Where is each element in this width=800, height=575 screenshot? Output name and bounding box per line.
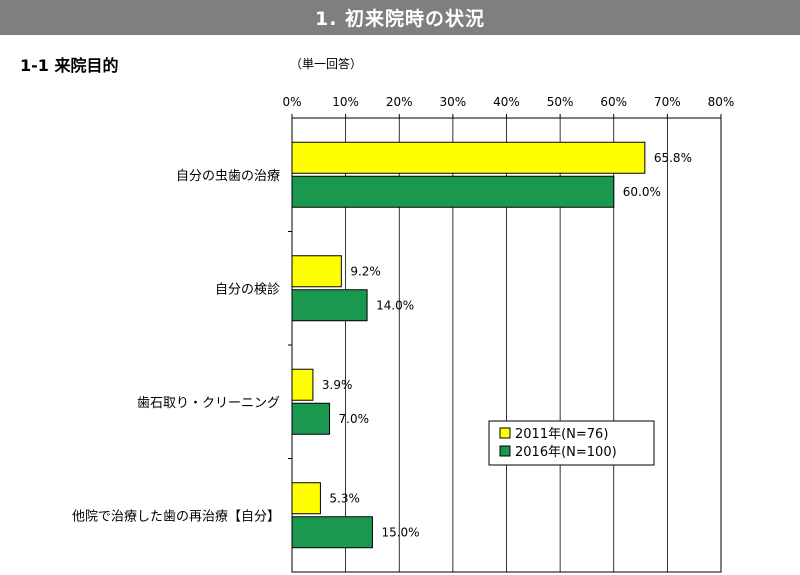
x-tick-label: 60%	[600, 95, 627, 109]
legend-swatch	[499, 445, 511, 457]
bar	[291, 368, 314, 401]
data-label: 15.0%	[381, 525, 419, 539]
data-label: 3.9%	[322, 378, 353, 392]
x-tick-label: 40%	[493, 95, 520, 109]
x-tick-label: 0%	[282, 95, 301, 109]
data-label: 7.0%	[339, 412, 370, 426]
answer-type-note: （単一回答）	[290, 57, 363, 71]
data-label: 60.0%	[623, 185, 661, 199]
category-label: 歯石取り・クリーニング	[137, 396, 280, 411]
bar	[291, 289, 368, 322]
x-tick-label: 20%	[386, 95, 413, 109]
data-label: 5.3%	[329, 491, 360, 505]
x-tick-label: 50%	[547, 95, 574, 109]
bar	[291, 402, 331, 435]
bar	[291, 516, 373, 549]
x-tick-label: 70%	[654, 95, 681, 109]
section-title: 1-1 来院目的	[20, 56, 119, 75]
legend-swatch	[499, 427, 511, 439]
bar	[291, 175, 615, 208]
x-tick-label: 30%	[440, 95, 467, 109]
page-banner: 1. 初来院時の状況	[0, 0, 800, 35]
legend-box	[488, 420, 655, 466]
x-tick-label: 10%	[332, 95, 359, 109]
data-label: 14.0%	[376, 298, 414, 312]
data-label: 65.8%	[654, 151, 692, 165]
category-label: 他院で治療した歯の再治療【自分】	[72, 509, 280, 524]
legend-label: 2011年(N=76)	[515, 427, 608, 442]
category-label: 自分の虫歯の治療	[176, 169, 280, 184]
data-label: 9.2%	[350, 264, 381, 278]
bar	[291, 482, 321, 515]
bar	[291, 255, 342, 288]
category-label: 自分の検診	[215, 281, 280, 297]
x-tick-label: 80%	[708, 95, 735, 109]
legend-label: 2016年(N=100)	[515, 445, 617, 460]
bar	[291, 141, 646, 174]
